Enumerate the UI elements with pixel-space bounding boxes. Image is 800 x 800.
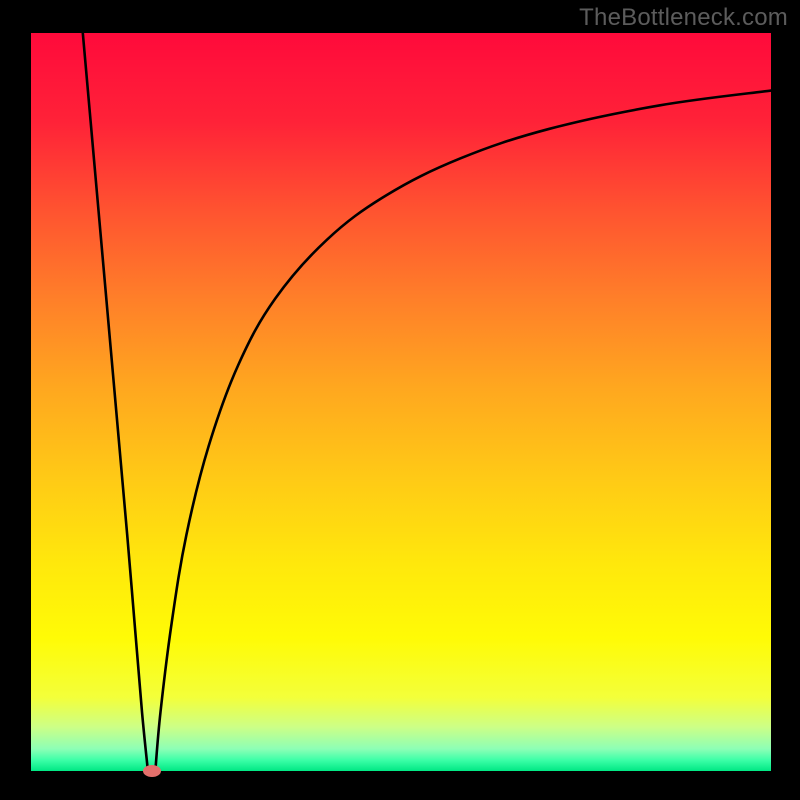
curve-right-branch	[155, 91, 771, 771]
watermark-text: TheBottleneck.com	[579, 4, 788, 32]
bottleneck-curve	[31, 33, 771, 771]
curve-left-branch	[83, 33, 148, 771]
plot-area	[31, 33, 771, 771]
chart-root: TheBottleneck.com	[0, 0, 800, 800]
optimal-point-marker	[143, 765, 161, 777]
